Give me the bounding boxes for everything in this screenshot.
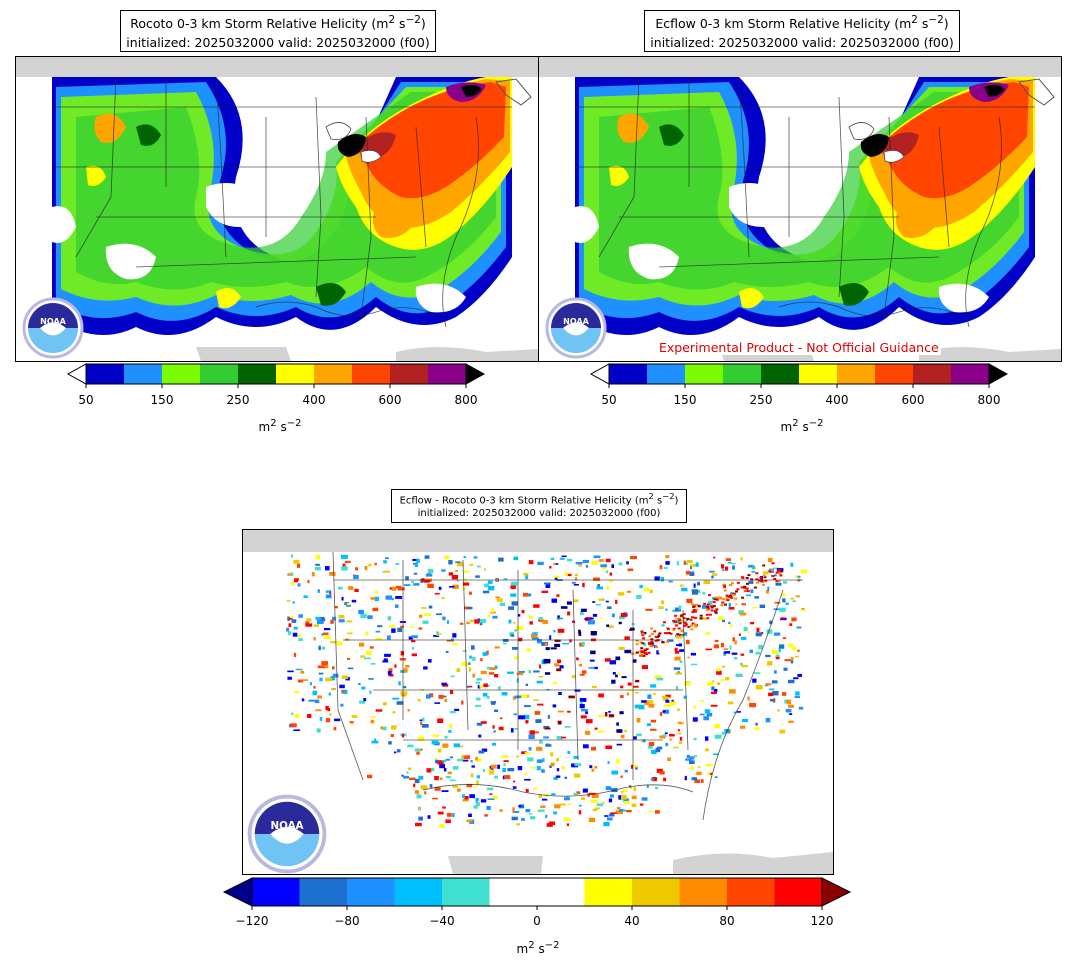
colorbar-block — [584, 878, 633, 906]
rocoto-title-line1: Rocoto 0-3 km Storm Relative Helicity (m — [130, 16, 389, 32]
colorbar-block — [352, 364, 391, 384]
colorbar-tick-label: 80 — [719, 914, 734, 928]
colorbar-block — [347, 878, 395, 906]
colorbar-block — [647, 364, 686, 384]
colorbar-block — [200, 364, 239, 384]
colorbar-outline — [608, 363, 990, 385]
colorbar-extend-high — [821, 877, 852, 907]
noaa-logo — [545, 297, 607, 359]
state-boundaries — [332, 551, 803, 821]
colorbar-block — [428, 364, 467, 384]
colorbar-block — [685, 364, 724, 384]
colorbar-block — [314, 364, 353, 384]
rocoto-colorbar-unit: m2 s−2 — [258, 418, 302, 434]
colorbar-block — [162, 364, 201, 384]
colorbar-block — [238, 364, 277, 384]
colorbar-block — [632, 878, 680, 906]
ecflow-title: Ecflow 0-3 km Storm Relative Helicity (m… — [644, 10, 960, 52]
land-caribbean — [673, 852, 833, 874]
colorbar-block — [761, 364, 800, 384]
colorbar-block — [951, 364, 990, 384]
colorbar-tick-label: 400 — [826, 393, 849, 407]
colorbar-tick-label: −120 — [236, 914, 269, 928]
rocoto-map — [15, 56, 539, 362]
colorbar-tick-label: 600 — [902, 393, 925, 407]
difference-map — [242, 529, 834, 875]
colorbar-extend-low — [222, 877, 253, 907]
colorbar-block — [774, 878, 823, 906]
rocoto-map-canvas — [16, 57, 538, 361]
difference-colorbar-unit: m2 s−2 — [516, 940, 560, 956]
colorbar-block — [913, 364, 952, 384]
colorbar-tick-label: 800 — [455, 393, 478, 407]
colorbar-tick-label: −80 — [334, 914, 359, 928]
colorbar-tick-label: −40 — [429, 914, 454, 928]
rocoto-colorbar: 50 150 250 400 600 800 — [66, 363, 486, 407]
colorbar-tick-label: 120 — [811, 914, 834, 928]
colorbar-tick-label: 250 — [227, 393, 250, 407]
rocoto-srh-field — [16, 57, 538, 361]
colorbar-tick-label: 50 — [78, 393, 93, 407]
colorbar-tick-label: 50 — [601, 393, 616, 407]
colorbar-block — [679, 878, 728, 906]
colorbar-tick-label: 800 — [978, 393, 1001, 407]
colorbar-extend-low — [66, 363, 87, 385]
colorbar-outline — [85, 363, 467, 385]
colorbar-block — [299, 878, 348, 906]
noaa-logo — [22, 297, 84, 359]
ecflow-map: Experimental Product - Not Official Guid… — [538, 56, 1062, 362]
colorbar-block — [727, 878, 775, 906]
colorbar-block — [390, 364, 429, 384]
colorbar-block — [86, 364, 125, 384]
difference-title-line1: Ecflow - Rocoto 0-3 km Storm Relative He… — [399, 495, 649, 507]
colorbar-block — [394, 878, 443, 906]
colorbar-tick-label: 600 — [379, 393, 402, 407]
rocoto-title: Rocoto 0-3 km Storm Relative Helicity (m… — [120, 10, 436, 52]
colorbar-block — [837, 364, 876, 384]
ecflow-colorbar-unit: m2 s−2 — [780, 418, 824, 434]
colorbar-block — [537, 878, 585, 906]
colorbar-block — [252, 878, 300, 906]
difference-title-line2: initialized: 2025032000 valid: 202503200… — [417, 508, 661, 520]
difference-title: Ecflow - Rocoto 0-3 km Storm Relative He… — [391, 489, 687, 523]
colorbar-tick-label: 150 — [151, 393, 174, 407]
difference-colorbar: −120 −80 −40 0 40 80 120 — [222, 877, 852, 928]
ecflow-title-line1: Ecflow 0-3 km Storm Relative Helicity (m — [655, 16, 912, 32]
land-border-top — [243, 530, 833, 552]
difference-field — [286, 554, 808, 828]
experimental-disclaimer: Experimental Product - Not Official Guid… — [657, 340, 941, 355]
colorbar-extend-high — [465, 363, 486, 385]
colorbar-tick-label: 250 — [750, 393, 773, 407]
noaa-logo — [247, 794, 327, 874]
colorbar-tick-label: 0 — [533, 914, 541, 928]
colorbar-extend-high — [988, 363, 1009, 385]
colorbar-block — [442, 878, 490, 906]
colorbar-tick-label: 40 — [624, 914, 639, 928]
colorbar-tick-label: 150 — [674, 393, 697, 407]
ecflow-colorbar: 50 150 250 400 600 800 — [589, 363, 1009, 407]
colorbar-block — [489, 878, 538, 906]
colorbar-block — [875, 364, 914, 384]
colorbar-block — [723, 364, 762, 384]
ecflow-title-line2: initialized: 2025032000 valid: 202503200… — [650, 35, 954, 51]
colorbar-tick-label: 400 — [303, 393, 326, 407]
land-mexico — [448, 856, 543, 874]
difference-map-canvas — [243, 530, 833, 874]
colorbar-block — [276, 364, 315, 384]
colorbar-extend-low — [589, 363, 610, 385]
ecflow-srh-field — [539, 57, 1061, 361]
colorbar-block — [124, 364, 163, 384]
colorbar-block — [799, 364, 838, 384]
colorbar-block — [609, 364, 648, 384]
rocoto-title-line2: initialized: 2025032000 valid: 202503200… — [126, 35, 430, 51]
ecflow-map-canvas — [539, 57, 1061, 361]
